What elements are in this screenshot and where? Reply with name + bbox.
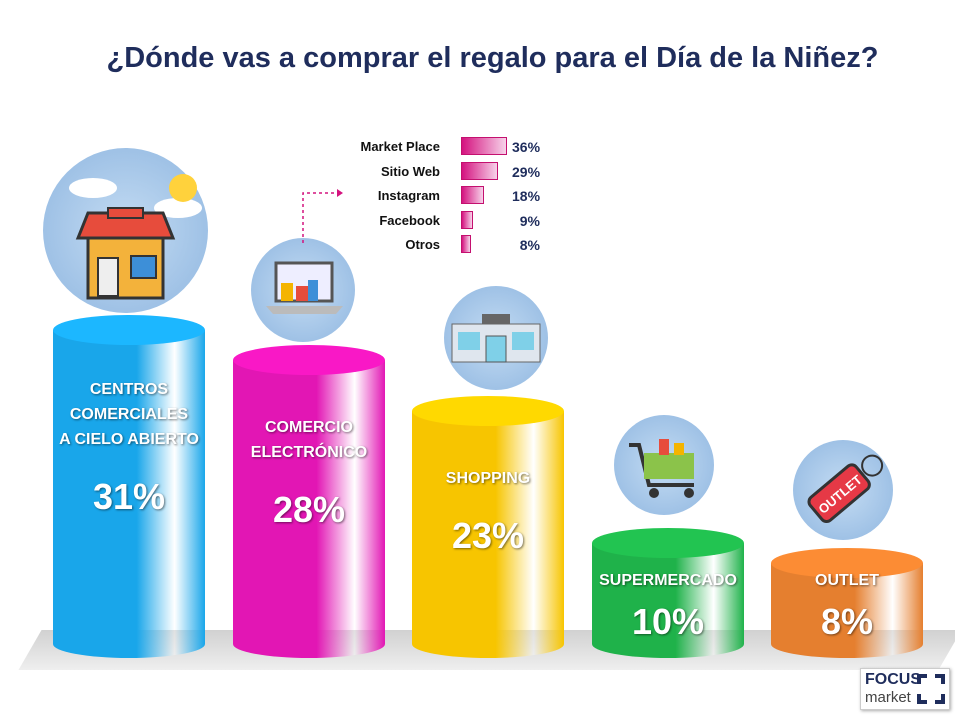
- value-label: 10%: [631, 600, 705, 642]
- store-icon: [43, 148, 208, 313]
- cylinder-body: [771, 563, 923, 658]
- focus-brackets-icon: [917, 674, 945, 704]
- cylinder-bar-0: CENTROS COMERCIALES A CIELO ABIERTO 31%: [53, 315, 205, 658]
- value-label: 8%: [820, 601, 874, 642]
- channel-bar: [461, 161, 499, 180]
- channel-row: Otros 8%: [340, 235, 560, 255]
- channel-bar: [461, 210, 473, 229]
- category-label: A CIELO ABIERTO: [59, 431, 199, 448]
- channel-value: 29%: [512, 163, 541, 180]
- cylinder-bar-2: SHOPPING 23%: [412, 396, 564, 658]
- shopping-cart-icon: [614, 415, 714, 515]
- category-label: SHOPPING: [445, 470, 531, 488]
- cylinder-top: [233, 345, 385, 376]
- channel-value: 9%: [519, 212, 540, 229]
- bar-label: OUTLET 8%: [761, 568, 933, 643]
- channel-label: Otros: [405, 237, 440, 252]
- channel-label: Facebook: [379, 212, 440, 228]
- cylinder-body: [412, 411, 564, 658]
- category-label: COMERCIO: [265, 419, 353, 437]
- channel-label: Sitio Web: [381, 163, 440, 179]
- channel-row: Market Place 36%: [340, 137, 560, 157]
- channel-row: Sitio Web 29%: [340, 161, 560, 182]
- logo-line1: FOCUS: [865, 671, 921, 688]
- logo-line2: market: [865, 689, 911, 706]
- category-label: COMERCIALES: [69, 406, 189, 423]
- bar-label: CENTROS COMERCIALES A CIELO ABIERTO 31%: [43, 377, 215, 518]
- focus-market-logo: FOCUS market: [860, 668, 950, 710]
- bar-label: COMERCIO ELECTRÓNICO 28%: [223, 415, 395, 531]
- channel-value: 36%: [512, 139, 541, 155]
- channel-row: Facebook 9%: [340, 210, 560, 231]
- cylinder-bar-1: COMERCIO ELECTRÓNICO 28%: [233, 345, 385, 658]
- cylinder-top: [53, 315, 205, 345]
- value-label: 23%: [451, 515, 525, 557]
- bar-label: SHOPPING 23%: [402, 466, 574, 557]
- chart-title: ¿Dónde vas a comprar el regalo para el D…: [106, 42, 879, 74]
- channel-bar: [461, 186, 484, 204]
- category-label: OUTLET: [815, 572, 879, 589]
- channel-label: Market Place: [360, 139, 441, 154]
- channel-value: 8%: [519, 237, 540, 253]
- cylinder-body: [592, 542, 744, 658]
- shopping-center-icon: [444, 286, 548, 390]
- cylinder-body: [53, 330, 205, 658]
- cylinder-bar-3: SUPERMERCADO 10%: [592, 527, 744, 658]
- channel-bar: [461, 137, 507, 155]
- outlet-tag-icon: OUTLET: [793, 440, 893, 540]
- category-label: SUPERMERCADO: [599, 571, 737, 589]
- value-label: 31%: [92, 476, 166, 517]
- cylinder-body: [233, 360, 385, 658]
- connector-arrow: [302, 189, 343, 243]
- value-label: 28%: [272, 489, 346, 531]
- laptop-icon: [251, 238, 355, 342]
- cylinder-top: [771, 548, 923, 578]
- cylinder-top: [412, 396, 564, 427]
- channel-row: Instagram 18%: [340, 186, 560, 206]
- channel-value: 18%: [512, 188, 541, 204]
- category-label: CENTROS: [89, 381, 169, 398]
- cylinder-top: [592, 527, 744, 558]
- cylinder-bar-4: OUTLET 8%: [771, 548, 923, 658]
- channel-bar: [461, 235, 472, 253]
- category-label: ELECTRÓNICO: [250, 444, 368, 462]
- bar-label: SUPERMERCADO 10%: [582, 568, 754, 643]
- channel-label: Instagram: [377, 188, 440, 203]
